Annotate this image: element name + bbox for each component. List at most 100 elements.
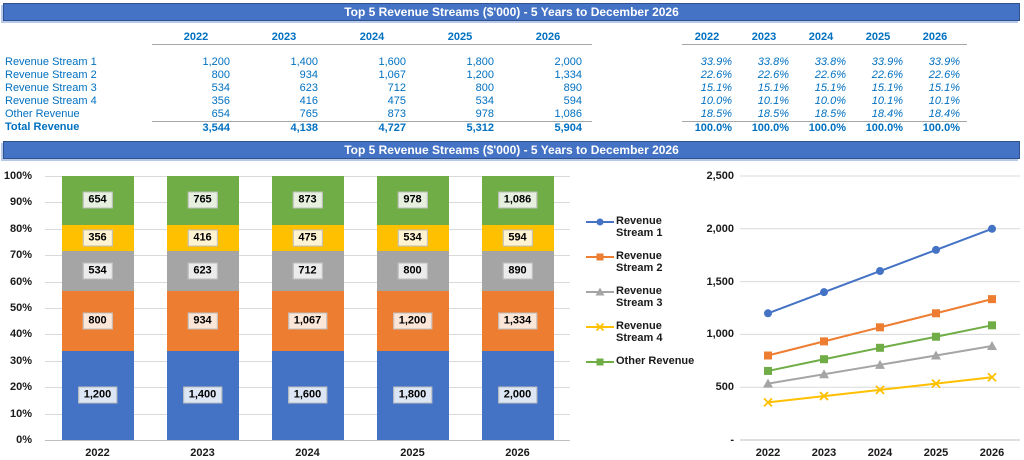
data-label: 475 [292,229,323,247]
stacked-bar: 1,800 1,200 800 534 978 [376,176,449,440]
chart-title-bar: Top 5 Revenue Streams ($'000) - 5 Years … [3,141,1020,159]
cell-value: 765 [299,108,318,120]
year-header: 2024 [796,30,853,45]
bar-slot: 2,000 1,334 890 594 1,086 [465,176,570,440]
line-chart: - 500 1,000 1,500 2,000 2,500 2022 2023 2024 2025… [700,170,1024,460]
x-axis-tick-label: 2025 [400,447,425,459]
bar-segment: 934 [166,291,239,351]
legend-item-label: Other Revenue [616,355,695,367]
cell-value: 1,067 [378,69,406,81]
y-axis-tick-label: 80% [9,222,32,235]
bar-slot: 1,400 934 623 416 765 [150,176,255,440]
data-label: 1,334 [497,312,538,330]
row-label: Revenue Stream 2 [5,69,97,81]
cell-value: 18.5% [700,108,732,120]
triangle-marker-icon [595,287,605,296]
year-header: 2023 [240,30,328,45]
square-marker-icon [820,337,828,346]
bar-segment: 890 [481,251,554,291]
year-header: 2022 [682,30,739,45]
cell-value: 934 [299,69,318,81]
circle-marker-icon [932,245,940,254]
bar-slot: 1,200 800 534 356 654 [45,176,150,440]
bar-segment: 873 [271,176,344,225]
cell-value: 33.9% [928,56,960,68]
total-value: 4,138 [240,121,328,134]
cell-value: 15.1% [757,82,789,94]
cell-value: 890 [563,82,582,94]
data-label: 416 [187,229,218,247]
circle-marker-icon [876,267,884,276]
data-label: 1,400 [182,386,223,404]
x-marker-icon [987,372,997,382]
cell-value: 416 [299,95,318,107]
table-header-row: 2022 2023 2024 2025 2026 [5,30,592,45]
cell-value: 18.5% [814,108,846,120]
legend-item-label: Revenue Stream 1 [616,215,663,239]
data-label: 1,067 [287,312,328,330]
total-row: 100.0% 100.0% 100.0% 100.0% 100.0% [682,121,967,134]
cell-value: 10.1% [928,95,960,107]
bar-segment: 978 [376,176,449,225]
cell-value: 623 [299,82,318,94]
cell-value: 10.0% [814,95,846,107]
bar-segment: 1,067 [271,291,344,351]
x-axis-tick-label: 2022 [755,447,781,459]
data-label: 978 [397,191,428,209]
table-row: 10.0% 10.1% 10.0% 10.1% 10.1% [682,95,967,108]
cell-value: 33.8% [814,56,846,68]
square-marker-icon [596,253,604,261]
data-label: 873 [292,191,323,209]
legend-swatch-icon [586,287,614,296]
data-label: 356 [82,229,113,247]
row-label: Revenue Stream 3 [5,82,97,94]
cell-value: 1,600 [378,56,406,68]
bar-segment: 1,200 [376,290,449,351]
bar-segment: 594 [481,224,554,252]
cell-value: 15.1% [814,82,846,94]
data-label: 1,086 [497,191,538,209]
data-label: 534 [397,229,428,247]
y-axis-tick-label: 20% [9,381,32,394]
triangle-marker-icon [987,341,997,351]
legend-item: Revenue Stream 2 [586,250,698,274]
chart-title: Top 5 Revenue Streams ($'000) - 5 Years … [344,143,679,157]
cell-value: 22.6% [757,69,789,81]
cell-value: 10.0% [700,95,732,107]
y-gridline [45,440,570,441]
bar-segment: 1,334 [481,290,554,351]
cell-value: 534 [211,82,230,94]
top-title-bar: Top 5 Revenue Streams ($'000) - 5 Years … [3,3,1020,21]
cell-value: 800 [211,69,230,81]
cell-value: 2,000 [554,56,582,68]
bar-slot: 1,800 1,200 800 534 978 [360,176,465,440]
table-header-row: 2022 2023 2024 2025 2026 [682,30,967,45]
data-label: 623 [187,262,218,280]
chart-legend: Revenue Stream 1 Revenue Stream 2 Revenue … [586,215,698,379]
y-axis-tick-label: 2,500 [706,170,734,182]
cell-value: 15.1% [700,82,732,94]
cell-value: 978 [475,108,494,120]
x-axis-tick-label: 2026 [505,447,530,459]
cell-value: 22.6% [700,69,732,81]
total-label: Total Revenue [5,121,80,133]
table-row: 33.9% 33.8% 33.8% 33.9% 33.9% [682,56,967,69]
cell-value: 10.1% [871,95,903,107]
legend-item-label: Revenue Stream 4 [616,320,663,344]
triangle-marker-icon [819,369,829,379]
data-label: 712 [292,262,323,280]
total-value: 100.0% [910,121,967,134]
bar-segment: 712 [271,251,344,292]
header-spacer [5,30,152,45]
bar-segment: 534 [61,251,134,292]
revenue-values-table: 2022 2023 2024 2025 2026 Revenue Stream 1 1,20… [5,30,592,134]
stacked-bar-chart: 0% 10% 20% 30% 40% 50% 60% 70% 80% 90% 100% 1,200 80… [0,170,582,460]
bar-segment: 1,800 [376,350,449,440]
x-axis-tick-label: 2024 [867,447,893,459]
cell-value: 33.8% [757,56,789,68]
y-axis-tick-label: 30% [9,354,32,367]
cell-value: 800 [475,82,494,94]
legend-item-label: Revenue Stream 2 [616,250,663,274]
line-chart-canvas [740,175,1020,441]
